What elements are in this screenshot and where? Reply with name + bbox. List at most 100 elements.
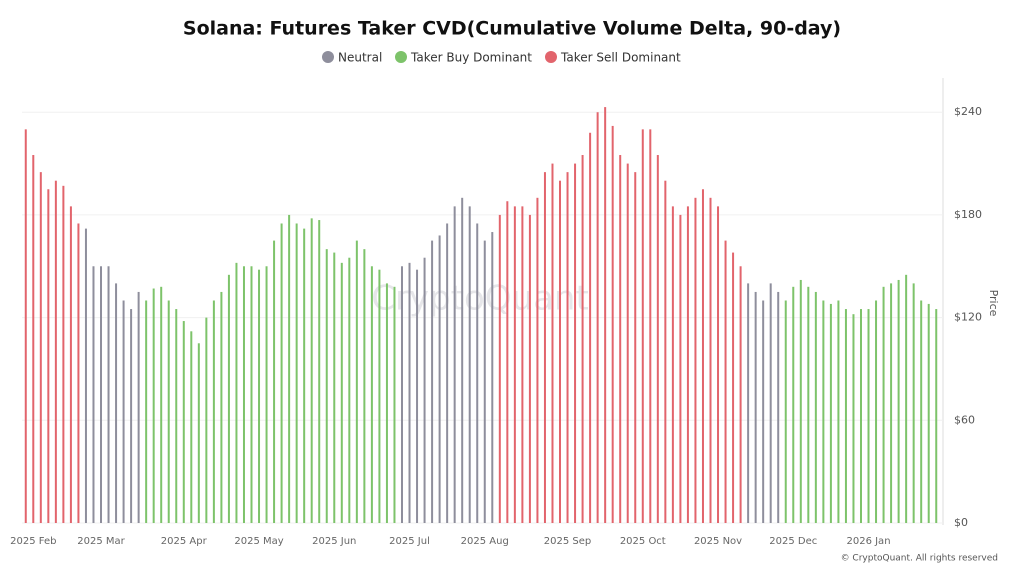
bar xyxy=(115,283,118,523)
bar xyxy=(589,132,592,523)
bar xyxy=(551,163,554,524)
bar xyxy=(77,223,80,523)
bar xyxy=(310,218,313,523)
bar xyxy=(807,286,810,523)
bar xyxy=(212,300,215,523)
bar xyxy=(333,252,336,524)
bar xyxy=(927,303,930,523)
bar xyxy=(47,189,50,523)
bar xyxy=(935,309,938,523)
bar xyxy=(280,223,283,523)
bar xyxy=(536,197,539,524)
bar xyxy=(762,300,765,523)
bar xyxy=(265,266,268,523)
bar xyxy=(498,214,501,523)
x-tick-label: 2025 Jul xyxy=(389,536,430,547)
bar xyxy=(400,266,403,523)
x-tick-label: 2025 Apr xyxy=(161,536,208,547)
bar xyxy=(566,172,569,523)
bar xyxy=(664,180,667,523)
bar xyxy=(32,155,35,523)
bar xyxy=(205,317,208,523)
bar xyxy=(867,309,870,523)
legend-label: Neutral xyxy=(338,51,382,65)
bar xyxy=(897,279,900,523)
bar xyxy=(340,262,343,523)
bar xyxy=(408,262,411,523)
bar xyxy=(370,266,373,523)
bar xyxy=(160,286,163,523)
bar xyxy=(634,172,637,523)
bar xyxy=(528,214,531,523)
bar xyxy=(521,206,524,523)
bar xyxy=(461,197,464,524)
bar xyxy=(912,283,915,523)
bar xyxy=(875,300,878,523)
bar xyxy=(596,112,599,523)
bar xyxy=(122,300,125,523)
bar xyxy=(69,206,72,523)
bar xyxy=(604,107,607,523)
bar xyxy=(656,155,659,523)
bar xyxy=(581,155,584,523)
x-tick-label: 2025 Feb xyxy=(10,536,56,547)
bar xyxy=(626,163,629,524)
x-tick-label: 2025 Dec xyxy=(769,536,817,547)
bar xyxy=(24,129,27,523)
bar xyxy=(348,257,351,523)
bar xyxy=(227,274,230,523)
bar xyxy=(559,180,562,523)
bar xyxy=(837,300,840,523)
bar xyxy=(130,309,133,523)
legend-marker xyxy=(322,51,334,63)
bar xyxy=(431,240,434,523)
bar xyxy=(822,300,825,523)
bar xyxy=(844,309,847,523)
bar xyxy=(468,206,471,523)
bar xyxy=(235,262,238,523)
y-axis-label: Price xyxy=(987,290,1000,317)
x-tick-label: 2025 Jun xyxy=(312,536,356,547)
bar xyxy=(483,240,486,523)
chart-title: Solana: Futures Taker CVD(Cumulative Vol… xyxy=(183,18,841,40)
x-tick-label: 2026 Jan xyxy=(846,536,890,547)
bar xyxy=(303,228,306,523)
bar xyxy=(273,240,276,523)
bar xyxy=(611,125,614,523)
bar xyxy=(905,274,908,523)
legend-label: Taker Buy Dominant xyxy=(410,51,532,65)
y-tick-label: $0 xyxy=(954,516,968,529)
bar xyxy=(920,300,923,523)
bar xyxy=(701,189,704,523)
x-tick-label: 2025 Sep xyxy=(544,536,591,547)
bar xyxy=(799,279,802,523)
bar xyxy=(295,223,298,523)
bar xyxy=(747,283,750,523)
x-tick-label: 2025 Mar xyxy=(77,536,125,547)
bar xyxy=(792,286,795,523)
bar xyxy=(318,220,321,524)
bar xyxy=(769,283,772,523)
footer: © CryptoQuant. All rights reserved xyxy=(841,554,998,564)
x-tick-label: 2025 May xyxy=(234,536,283,547)
y-tick-label: $60 xyxy=(954,413,975,426)
bar xyxy=(754,291,757,523)
bar xyxy=(423,257,426,523)
bar xyxy=(709,197,712,524)
bar xyxy=(100,266,103,523)
bar xyxy=(39,172,42,523)
bar xyxy=(686,206,689,523)
y-tick-label: $180 xyxy=(954,208,982,221)
bar xyxy=(679,214,682,523)
bar xyxy=(724,240,727,523)
bar xyxy=(859,309,862,523)
x-tick-label: 2025 Aug xyxy=(461,536,509,547)
bar xyxy=(814,291,817,523)
x-tick-label: 2025 Nov xyxy=(694,536,742,547)
bar xyxy=(325,249,328,523)
bar xyxy=(378,269,381,523)
bar xyxy=(732,252,735,524)
bar xyxy=(393,286,396,523)
bar xyxy=(250,266,253,523)
bar xyxy=(784,300,787,523)
